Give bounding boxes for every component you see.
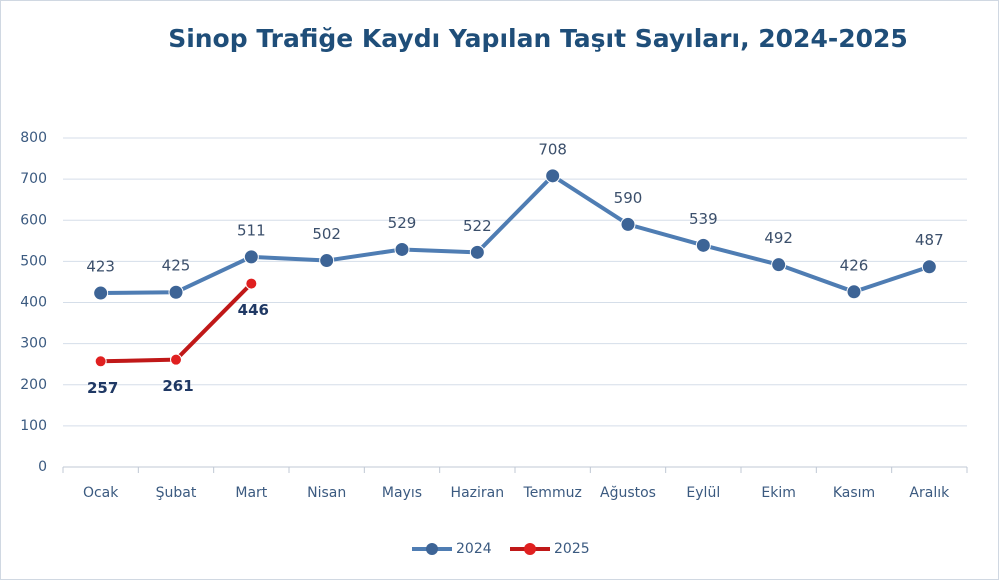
x-tick-label: Haziran	[451, 485, 505, 501]
y-tick-label: 0	[38, 459, 47, 475]
data-label: 502	[312, 225, 341, 243]
x-tick-label: Mayıs	[382, 485, 422, 501]
data-label: 539	[689, 210, 718, 228]
data-point	[168, 284, 184, 300]
x-tick-label: Mart	[235, 485, 267, 501]
data-label: 426	[840, 256, 869, 274]
x-tick-label: Şubat	[156, 485, 197, 501]
data-label: 446	[238, 301, 269, 319]
x-tick-label: Ekim	[761, 485, 795, 501]
data-label: 423	[86, 258, 115, 276]
data-label: 492	[764, 229, 793, 247]
y-tick-label: 800	[20, 130, 47, 146]
data-point	[695, 237, 711, 253]
x-tick-label: Nisan	[307, 485, 346, 501]
y-tick-label: 500	[20, 253, 47, 269]
data-point	[545, 168, 561, 184]
data-point	[94, 355, 107, 368]
data-point	[319, 253, 335, 269]
data-label: 487	[915, 231, 944, 249]
y-tick-label: 100	[20, 418, 47, 434]
data-point	[620, 216, 636, 232]
data-label: 590	[614, 189, 643, 207]
y-tick-label: 700	[20, 171, 47, 187]
x-tick-label: Temmuz	[523, 485, 582, 501]
legend-label: 2024	[456, 541, 492, 557]
legend-marker	[426, 543, 438, 555]
y-tick-label: 300	[20, 336, 47, 352]
data-point	[846, 284, 862, 300]
data-point	[469, 244, 485, 260]
legend-marker	[524, 543, 536, 555]
x-tick-label: Kasım	[833, 485, 875, 501]
data-point	[93, 285, 109, 301]
data-label: 425	[162, 257, 191, 275]
data-point	[243, 249, 259, 265]
data-label: 261	[162, 377, 193, 395]
series-line	[100, 173, 930, 296]
data-point	[394, 241, 410, 257]
data-label: 511	[237, 221, 266, 239]
legend-label: 2025	[554, 541, 590, 557]
y-tick-label: 400	[20, 295, 47, 311]
data-label: 522	[463, 217, 492, 235]
x-tick-label: Ağustos	[600, 485, 656, 501]
y-tick-label: 200	[20, 377, 47, 393]
y-tick-label: 600	[20, 212, 47, 228]
data-label: 529	[388, 214, 417, 232]
data-point	[170, 353, 182, 366]
data-point	[245, 277, 258, 290]
data-point	[921, 259, 937, 275]
x-tick-label: Eylül	[686, 485, 720, 501]
x-tick-label: Ocak	[83, 485, 119, 501]
data-point	[771, 257, 787, 273]
data-label: 257	[87, 379, 118, 397]
chart-title: Sinop Trafiğe Kaydı Yapılan Taşıt Sayıla…	[168, 24, 908, 53]
data-label: 708	[538, 140, 567, 158]
x-tick-label: Aralık	[909, 485, 950, 501]
